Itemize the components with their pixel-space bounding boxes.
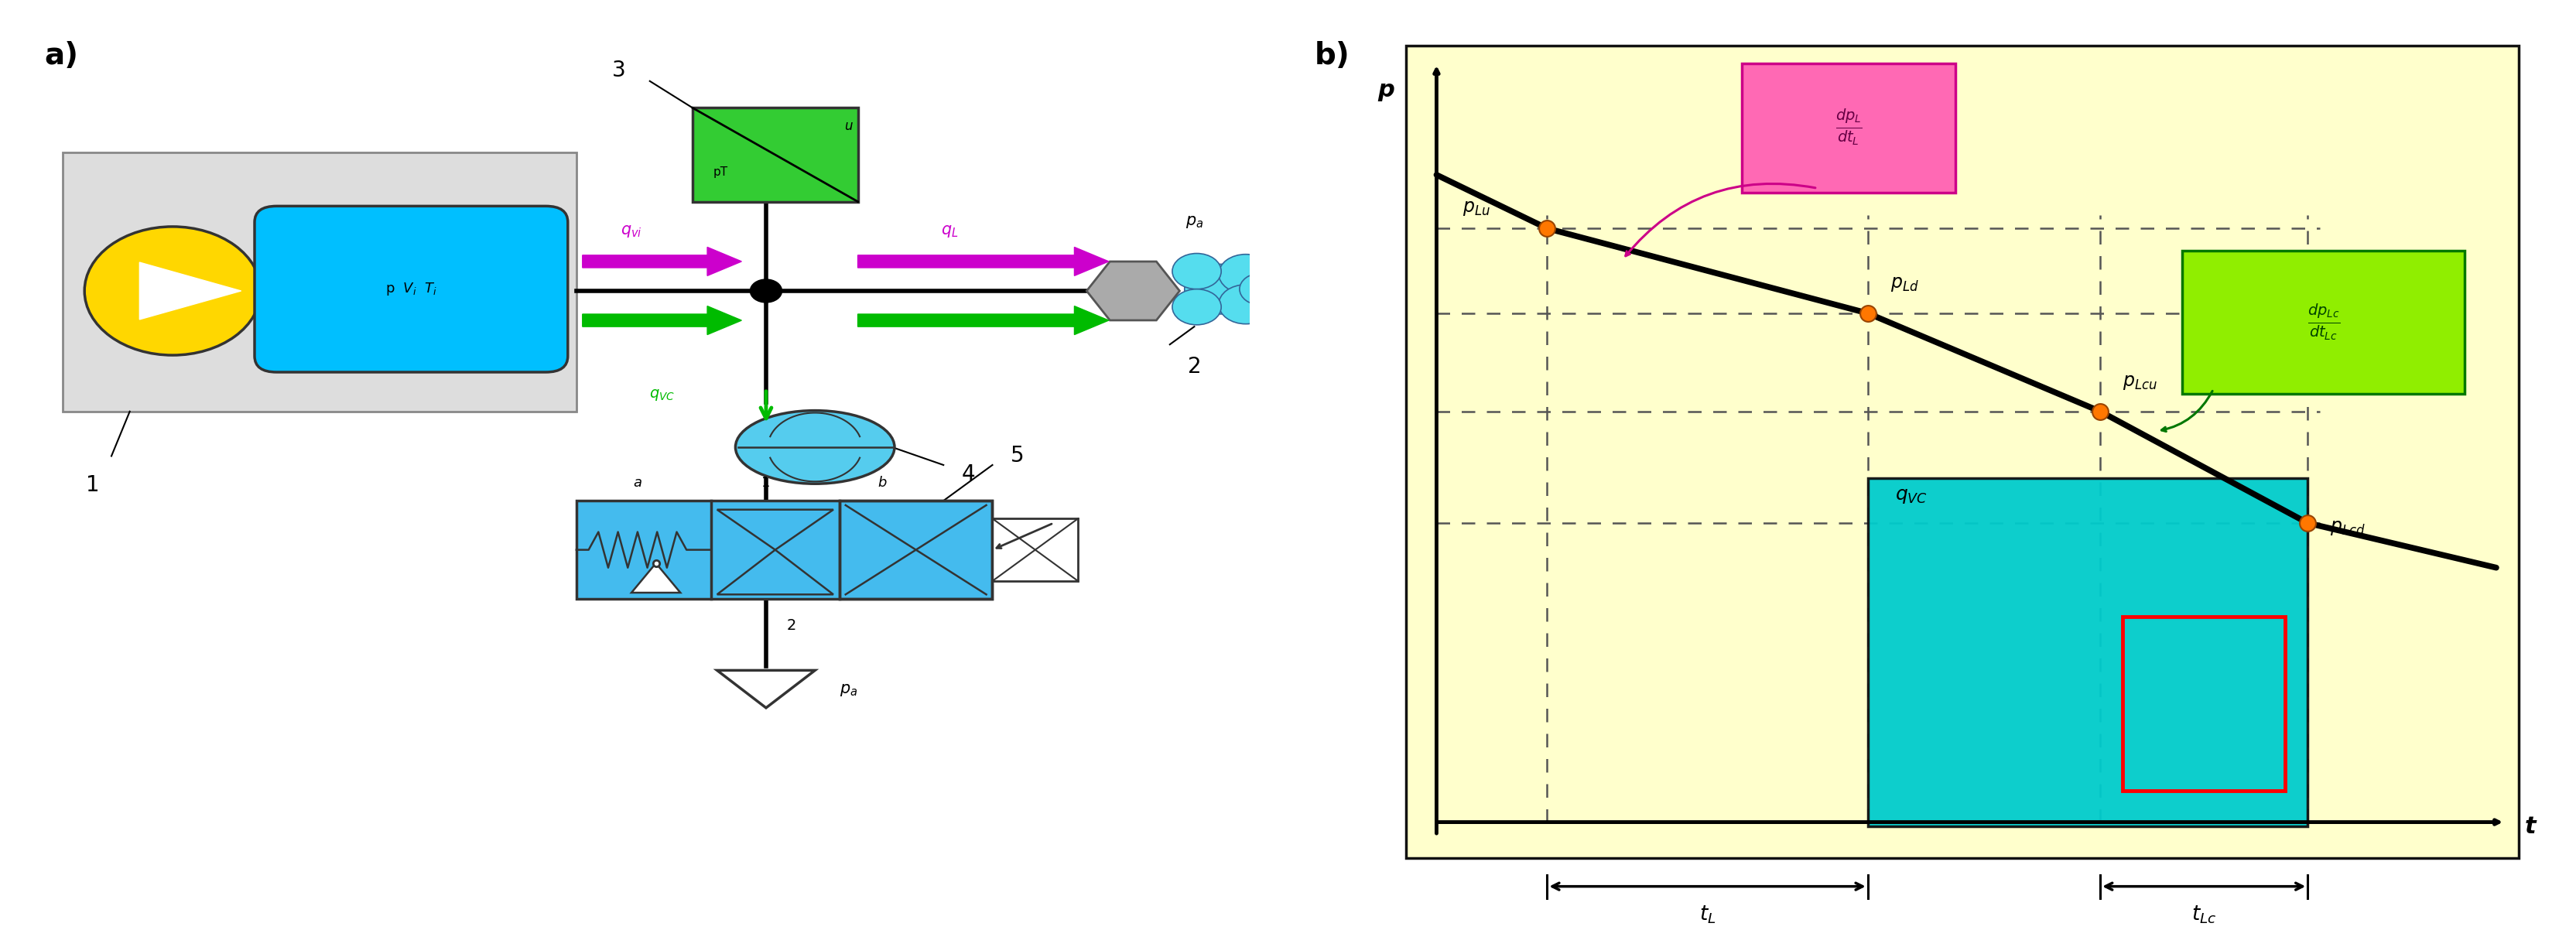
Text: $p_a$: $p_a$ bbox=[840, 683, 858, 698]
Bar bbox=[693, 108, 858, 202]
Text: u: u bbox=[845, 119, 853, 133]
Text: p  $V_i$  $T_i$: p $V_i$ $T_i$ bbox=[386, 281, 438, 298]
Text: a: a bbox=[634, 476, 641, 490]
Text: $t_{Lc}$: $t_{Lc}$ bbox=[2192, 904, 2215, 925]
Circle shape bbox=[1172, 253, 1221, 289]
Polygon shape bbox=[631, 564, 680, 592]
Text: $p_{Lcd}$: $p_{Lcd}$ bbox=[2331, 518, 2365, 537]
Text: 2: 2 bbox=[1188, 356, 1200, 378]
Text: 3: 3 bbox=[613, 60, 626, 81]
Text: b): b) bbox=[1314, 41, 1350, 71]
Polygon shape bbox=[858, 247, 1108, 275]
Bar bbox=[992, 519, 1079, 581]
Circle shape bbox=[1218, 285, 1273, 324]
Text: 1: 1 bbox=[85, 474, 100, 496]
Circle shape bbox=[1172, 289, 1221, 325]
Circle shape bbox=[750, 279, 783, 302]
Circle shape bbox=[1239, 273, 1283, 305]
Text: $\frac{dp_{Lc}}{dt_{Lc}}$: $\frac{dp_{Lc}}{dt_{Lc}}$ bbox=[2308, 302, 2342, 342]
Bar bbox=[1406, 46, 2519, 857]
Text: $q_{vi}$: $q_{vi}$ bbox=[621, 223, 641, 239]
Polygon shape bbox=[858, 306, 1108, 335]
Text: 1: 1 bbox=[762, 476, 770, 490]
Text: a): a) bbox=[44, 41, 77, 71]
Bar bbox=[840, 500, 992, 599]
Bar bbox=[1868, 478, 2308, 827]
FancyBboxPatch shape bbox=[2182, 251, 2465, 393]
Polygon shape bbox=[139, 262, 242, 320]
Text: b: b bbox=[878, 476, 886, 490]
Text: $p_{Lcu}$: $p_{Lcu}$ bbox=[2123, 373, 2159, 392]
Circle shape bbox=[85, 227, 260, 355]
Text: $q_L$: $q_L$ bbox=[940, 223, 958, 239]
Text: $t_L$: $t_L$ bbox=[1700, 904, 1716, 925]
Text: 5: 5 bbox=[1010, 445, 1025, 467]
Text: pT: pT bbox=[714, 166, 729, 178]
Text: $p_a$: $p_a$ bbox=[1185, 215, 1203, 230]
Text: t: t bbox=[2524, 816, 2535, 838]
Circle shape bbox=[1218, 254, 1273, 294]
Text: $q_{VC}$: $q_{VC}$ bbox=[1896, 487, 1927, 506]
FancyBboxPatch shape bbox=[1741, 63, 1955, 193]
Polygon shape bbox=[582, 247, 742, 275]
Ellipse shape bbox=[737, 410, 894, 484]
Bar bbox=[62, 153, 577, 411]
Text: $\frac{dp_L}{dt_L}$: $\frac{dp_L}{dt_L}$ bbox=[1834, 108, 1862, 147]
Text: $p_{Ld}$: $p_{Ld}$ bbox=[1891, 275, 1919, 294]
Bar bbox=[2123, 617, 2285, 790]
Text: 4: 4 bbox=[961, 463, 976, 485]
Text: $p_{Lu}$: $p_{Lu}$ bbox=[1463, 199, 1492, 218]
Polygon shape bbox=[582, 306, 742, 335]
Text: p: p bbox=[1378, 79, 1394, 101]
Text: 2: 2 bbox=[786, 618, 796, 633]
Text: $q_{VC}$: $q_{VC}$ bbox=[649, 388, 675, 403]
Bar bbox=[577, 500, 992, 599]
FancyBboxPatch shape bbox=[255, 206, 567, 372]
Circle shape bbox=[1185, 264, 1252, 314]
